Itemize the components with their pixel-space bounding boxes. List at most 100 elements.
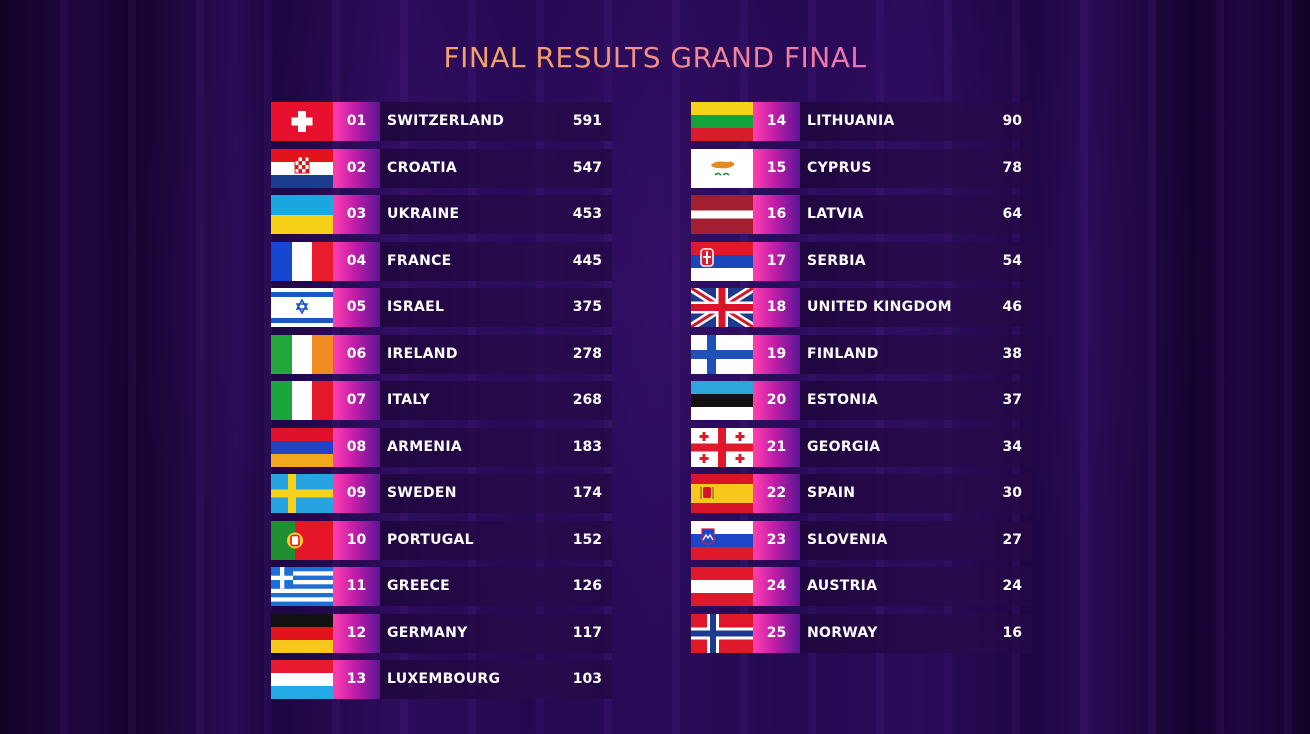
rank-number: 15 — [766, 159, 787, 176]
flag-united-kingdom — [691, 288, 753, 327]
result-row: 10 PORTUGAL 152 — [271, 520, 612, 560]
rank-number: 22 — [766, 485, 787, 501]
result-row: 23 SLOVENIA 27 — [691, 520, 1032, 560]
points-value: 591 — [572, 113, 602, 129]
rank-number: 21 — [766, 438, 787, 455]
result-row: 22 SPAIN 30 — [691, 474, 1032, 513]
rank-box: 19 — [753, 334, 800, 374]
country-name: GREECE — [387, 578, 451, 594]
points-value: 27 — [1002, 531, 1022, 548]
rank-box: 06 — [333, 334, 380, 374]
country-name: UNITED KINGDOM — [807, 299, 952, 315]
country-name: IRELAND — [387, 345, 458, 362]
points-value: 90 — [1002, 113, 1022, 129]
result-bar — [800, 288, 1032, 327]
rank-box: 04 — [333, 241, 380, 281]
result-bar — [800, 334, 1032, 374]
points-value: 126 — [572, 578, 602, 594]
result-row: 03 UKRAINE 453 — [271, 195, 612, 234]
points-value: 375 — [572, 299, 602, 315]
result-row: 19 FINLAND 38 — [691, 334, 1032, 374]
flag-ukraine — [271, 195, 333, 234]
country-name: UKRAINE — [387, 206, 460, 222]
flag-georgia — [691, 427, 753, 467]
country-name: NORWAY — [807, 624, 878, 641]
rank-number: 18 — [766, 299, 787, 315]
country-name: SERBIA — [807, 252, 866, 269]
result-bar — [380, 381, 612, 420]
rank-number: 10 — [346, 531, 367, 548]
rank-box: 20 — [753, 381, 800, 420]
rank-box: 05 — [333, 288, 380, 327]
points-value: 16 — [1002, 624, 1022, 641]
rank-number: 03 — [346, 206, 367, 222]
points-value: 268 — [572, 392, 602, 408]
rank-number: 24 — [766, 578, 787, 594]
rank-number: 20 — [766, 392, 787, 408]
country-name: SLOVENIA — [807, 531, 888, 548]
result-row: 16 LATVIA 64 — [691, 195, 1032, 234]
result-bar — [380, 288, 612, 327]
country-name: AUSTRIA — [807, 578, 878, 594]
points-value: 34 — [1002, 438, 1022, 455]
rank-number: 01 — [346, 113, 367, 129]
result-bar — [800, 520, 1032, 560]
country-name: SWEDEN — [387, 485, 457, 501]
flag-switzerland — [271, 102, 333, 141]
result-row: 02 CROATIA 547 — [271, 148, 612, 188]
country-name: ITALY — [387, 392, 430, 408]
flag-spain — [691, 474, 753, 513]
points-value: 152 — [572, 531, 602, 548]
points-value: 24 — [1002, 578, 1022, 594]
result-bar — [380, 102, 612, 141]
flag-slovenia — [691, 520, 753, 560]
rank-box: 07 — [333, 381, 380, 420]
result-row: 24 AUSTRIA 24 — [691, 567, 1032, 606]
result-row: 20 ESTONIA 37 — [691, 381, 1032, 420]
flag-serbia — [691, 241, 753, 281]
result-bar — [380, 195, 612, 234]
rank-box: 17 — [753, 241, 800, 281]
country-name: FRANCE — [387, 252, 452, 269]
rank-box: 09 — [333, 474, 380, 513]
rank-number: 25 — [766, 624, 787, 641]
result-bar — [800, 567, 1032, 606]
country-name: FINLAND — [807, 345, 879, 362]
rank-number: 04 — [346, 252, 367, 269]
points-value: 46 — [1002, 299, 1022, 315]
rank-box: 16 — [753, 195, 800, 234]
points-value: 103 — [572, 671, 602, 687]
rank-box: 11 — [333, 567, 380, 606]
flag-latvia — [691, 195, 753, 234]
rank-box: 10 — [333, 520, 380, 560]
rank-number: 08 — [346, 438, 367, 455]
result-bar — [800, 613, 1032, 653]
flag-luxembourg — [271, 660, 333, 699]
rank-number: 06 — [346, 345, 367, 362]
points-value: 64 — [1002, 206, 1022, 222]
result-row: 14 LITHUANIA 90 — [691, 102, 1032, 141]
flag-ireland — [271, 334, 333, 374]
result-row: 17 SERBIA 54 — [691, 241, 1032, 281]
result-bar — [380, 427, 612, 467]
result-row: 13 LUXEMBOURG 103 — [271, 660, 612, 699]
rank-box: 22 — [753, 474, 800, 513]
rank-box: 18 — [753, 288, 800, 327]
rank-number: 09 — [346, 485, 367, 501]
result-bar — [800, 195, 1032, 234]
rank-number: 02 — [346, 159, 367, 176]
rank-box: 03 — [333, 195, 380, 234]
points-value: 30 — [1002, 485, 1022, 501]
result-row: 11 GREECE 126 — [271, 567, 612, 606]
country-name: ESTONIA — [807, 392, 878, 408]
flag-italy — [271, 381, 333, 420]
flag-portugal — [271, 520, 333, 560]
result-bar — [800, 474, 1032, 513]
flag-croatia — [271, 148, 333, 188]
country-name: ARMENIA — [387, 438, 462, 455]
rank-box: 12 — [333, 613, 380, 653]
country-name: GEORGIA — [807, 438, 881, 455]
result-row: 07 ITALY 268 — [271, 381, 612, 420]
